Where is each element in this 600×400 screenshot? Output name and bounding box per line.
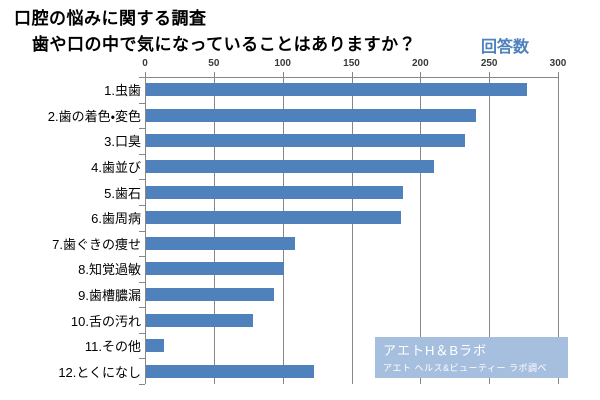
bar-4 [146,160,434,174]
x-axis-tick-label: 300 [549,58,567,69]
bar-6 [146,211,401,225]
category-label: 9.歯槽膿漏 [78,287,141,303]
gridline [351,77,353,384]
x-axis-tick [420,72,422,77]
bar-1 [146,83,528,97]
x-axis-tick [558,72,559,77]
gridline [420,77,422,384]
bar-10 [146,313,254,327]
gridline [213,77,215,384]
chart-subtitle: 歯や口の中で気になっていることはありますか？ [32,35,417,54]
bar-5 [146,185,404,199]
y-axis-tick [139,179,145,181]
category-label: 6.歯周病 [91,211,141,227]
watermark-box: アエトH＆Bラボ アエト ヘルス&ビューティー ラボ調べ [375,337,568,378]
x-axis-tick-label: 100 [274,58,291,69]
y-axis-tick [139,358,145,360]
gridline [489,77,491,384]
bar-2 [146,108,477,122]
watermark-caption: アエト ヘルス&ビューティー ラボ調べ [383,363,547,373]
x-axis-tick-label: 50 [208,58,220,69]
category-label: 11.その他 [84,339,141,355]
category-label: 5.歯石 [104,185,141,201]
y-axis-tick [139,230,145,232]
x-axis-tick-label: 0 [142,58,148,69]
gridline [282,77,284,384]
y-axis-tick [139,204,145,206]
x-axis-tick [213,72,215,77]
category-label: 1.虫歯 [104,83,141,99]
legend-label: 回答数 [481,39,530,56]
bar-8 [146,262,284,276]
y-axis-category-labels: 1.虫歯 2.歯の着色・変色 3.口臭 4.歯並び 5.歯石 6.歯周病 7.歯ぐきの痩せ 8… [0,77,141,384]
y-axis-tick [139,281,145,283]
bar-3 [146,134,466,148]
x-axis-tick-label: 250 [480,58,498,69]
bar-12 [146,364,314,378]
category-label: 7.歯ぐきの痩せ [52,236,141,252]
x-axis-tick-label: 150 [343,58,360,69]
x-axis-tick [145,72,146,77]
bar-9 [146,287,275,301]
y-axis-tick [139,128,145,130]
gridline [558,77,559,384]
category-label: 12.とくになし [58,364,141,380]
plot-area [139,72,559,385]
y-axis-tick [139,307,145,309]
watermark-title: アエトH＆Bラボ [383,343,488,358]
x-axis-tick [351,72,353,77]
bar-11 [146,339,164,353]
y-axis-tick [139,384,145,385]
x-axis-tick-label: 200 [411,58,429,69]
y-axis-tick [139,153,145,155]
y-axis-line [145,77,146,384]
y-axis-tick [139,77,145,78]
y-axis-tick [139,256,145,258]
y-axis-tick [139,102,145,104]
category-label: 8.知覚過敏 [78,262,141,278]
bar-7 [146,236,295,250]
category-label: 4.歯並び [91,160,141,176]
chart-title: 口腔の悩みに関する調査 [14,9,207,28]
category-label: 3.口臭 [104,134,141,150]
category-label: 2.歯の着色・変色 [47,108,141,124]
y-axis-tick [139,332,145,334]
x-axis-tick [489,72,491,77]
category-label: 10.舌の汚れ [70,313,141,329]
x-axis-tick [282,72,284,77]
